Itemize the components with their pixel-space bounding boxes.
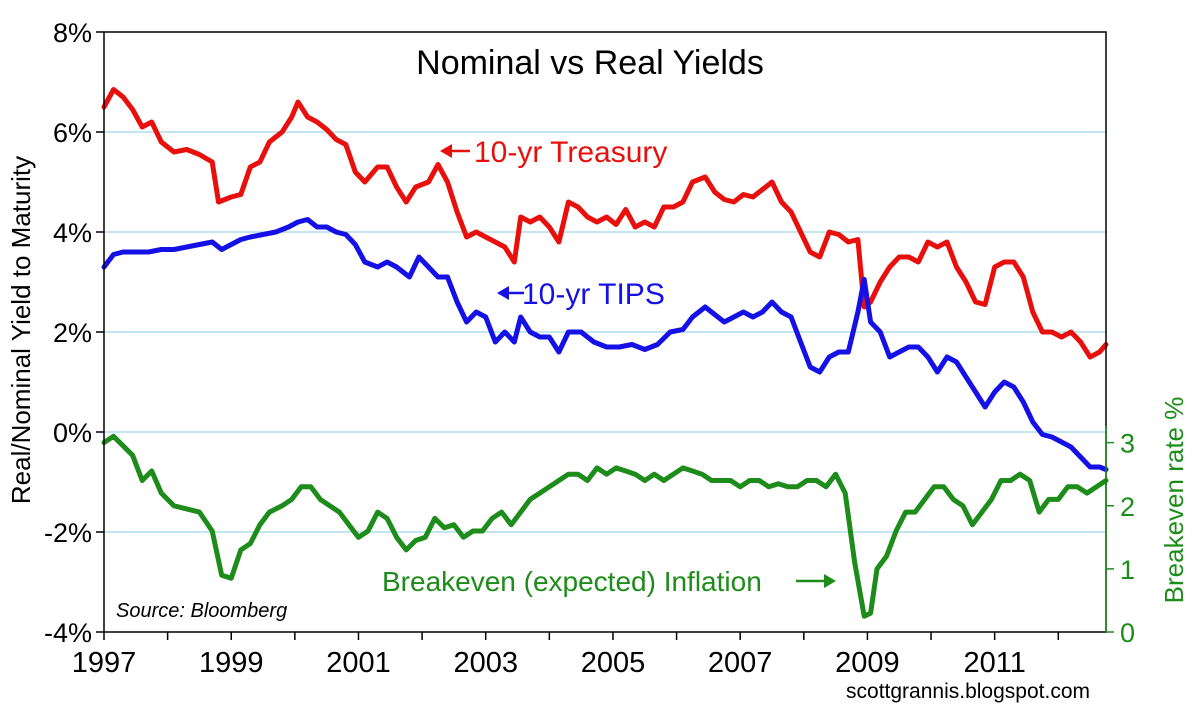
x-tick-label: 2005 xyxy=(581,647,646,679)
x-tick-label: 2001 xyxy=(326,647,391,679)
y-tick-label: 4% xyxy=(53,218,92,248)
x-tick-label: 1999 xyxy=(199,647,264,679)
series-line-10-yr-tips xyxy=(101,217,1109,472)
x-tick-label: 2011 xyxy=(963,647,1025,679)
watermark: scottgrannis.blogspot.com xyxy=(846,680,1090,703)
annotation-tips: 10-yr TIPS xyxy=(497,278,665,311)
series-lines xyxy=(101,87,1109,619)
x-tick-label: 2009 xyxy=(835,647,900,679)
annotation-breakeven: Breakeven (expected) Inflation xyxy=(382,566,836,597)
y-axis-label: Real/Nominal Yield to Maturity xyxy=(6,156,36,504)
y2-tick-label: 3 xyxy=(1120,429,1135,459)
chart-title: Nominal vs Real Yields xyxy=(416,44,764,82)
annotation-treasury: 10-yr Treasury xyxy=(440,136,667,169)
tips-label: 10-yr TIPS xyxy=(522,278,665,311)
y-tick-label: 8% xyxy=(53,18,92,48)
x-tick-label: 2007 xyxy=(708,647,773,679)
breakeven-label: Breakeven (expected) Inflation xyxy=(382,566,762,597)
y-tick-label: 2% xyxy=(53,318,92,348)
axes: -4% -2% 0% 2% 4% 6% 8% 1997 1999 2001 2003 2005 2007… xyxy=(44,18,1135,679)
source-note: Source: Bloomberg xyxy=(116,600,287,622)
treasury-label: 10-yr Treasury xyxy=(474,136,667,169)
series-line-breakeven-expected-inflation xyxy=(101,433,1109,619)
y-tick-label: -4% xyxy=(44,618,92,648)
series-line-10-yr-treasury xyxy=(101,87,1109,360)
y2-tick-label: 0 xyxy=(1120,618,1135,648)
y2-tick-label: 2 xyxy=(1120,492,1135,522)
y-tick-label: 6% xyxy=(53,118,92,148)
x-tick-label: 1997 xyxy=(72,647,137,679)
x-tick-label: 2003 xyxy=(453,647,518,679)
y-tick-label: -2% xyxy=(44,518,92,548)
y2-axis-label: Breakeven rate % xyxy=(1159,397,1189,604)
y-tick-label: 0% xyxy=(53,418,92,448)
y2-tick-label: 1 xyxy=(1120,555,1135,585)
